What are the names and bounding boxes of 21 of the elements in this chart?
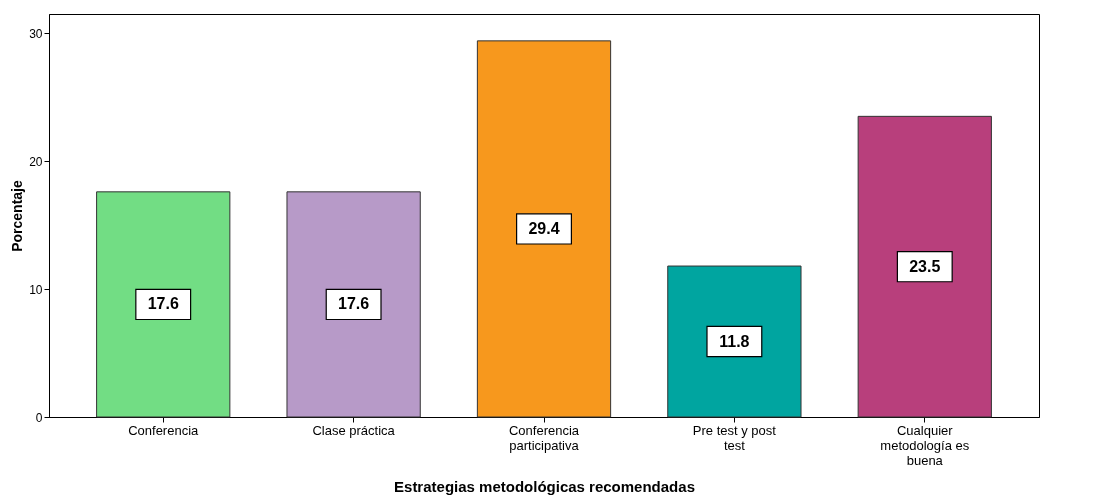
x-tick-label: Conferencia participativa	[508, 422, 580, 453]
data-label: 11.8	[719, 332, 750, 350]
bar	[96, 191, 231, 418]
bar	[667, 265, 802, 418]
y-tick-label: 0	[35, 410, 43, 425]
y-tick-label: 20	[29, 154, 43, 169]
data-label: 17.6	[338, 295, 370, 313]
data-label: 17.6	[147, 295, 179, 313]
x-tick-label: Clase práctica	[312, 422, 396, 438]
bar	[857, 115, 992, 418]
y-axis-title: Porcentaje	[9, 180, 26, 252]
bar	[286, 191, 421, 418]
data-label: 23.5	[909, 257, 941, 275]
x-tick-label: Pre test y post test	[692, 422, 777, 453]
x-axis-title: Estrategias metodológicas recomendadas	[394, 477, 695, 495]
y-tick-label: 10	[29, 282, 43, 297]
x-tick-label: Cualquier metodología es buena	[880, 422, 970, 468]
bar	[476, 40, 612, 418]
y-tick-label: 30	[29, 26, 43, 41]
x-tick-label: Conferencia	[128, 422, 200, 438]
data-label: 29.4	[528, 219, 560, 237]
